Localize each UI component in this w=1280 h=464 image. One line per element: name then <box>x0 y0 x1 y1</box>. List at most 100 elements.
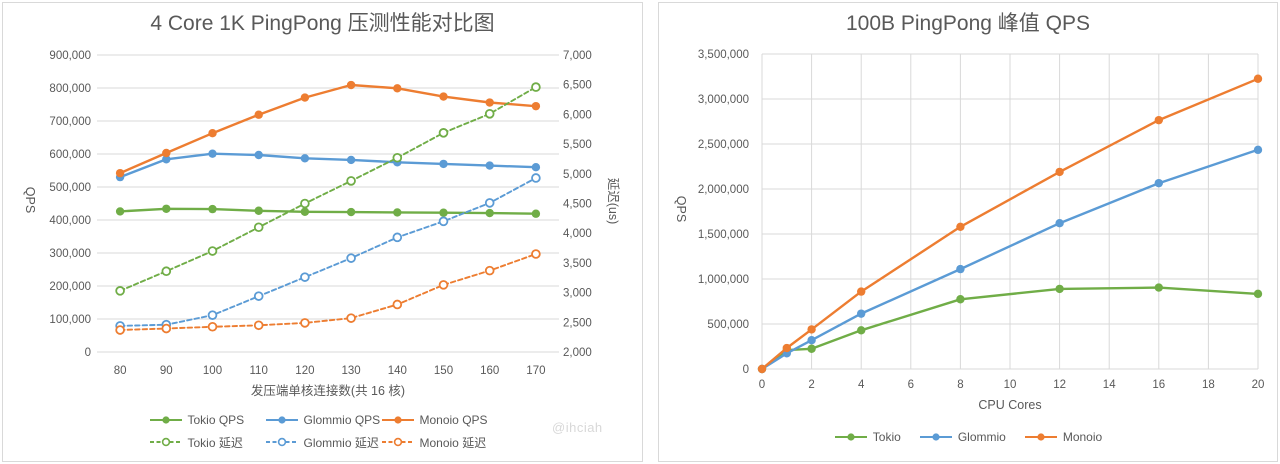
data-point-marker <box>392 152 403 163</box>
plot-area: 0 100,000 200,000 300,000 400,000 500,000 600,… <box>49 50 591 377</box>
series-line <box>119 86 537 292</box>
legend-label: Glommio QPS <box>303 413 381 427</box>
data-point-marker <box>115 325 125 335</box>
series-line <box>760 77 1260 371</box>
series-Tokio-QPS <box>115 204 541 218</box>
data-point-marker <box>1055 219 1064 228</box>
data-point-marker <box>956 264 965 274</box>
y-right-tick-label: 4,000 <box>563 228 592 240</box>
y-left-tick-label: 200,000 <box>49 281 91 293</box>
x-tick-label: 150 <box>434 365 453 377</box>
x-tick-label: 0 <box>759 379 765 391</box>
y-left-tick-label: 100,000 <box>49 314 91 326</box>
data-point-marker <box>531 249 541 259</box>
legend-label: Monoio <box>1062 430 1103 444</box>
legend-label: Glommio 延迟 <box>303 435 379 450</box>
data-point-marker <box>1253 74 1263 83</box>
data-point-marker <box>807 344 816 353</box>
data-point-marker <box>807 336 816 345</box>
legend-swatch <box>919 433 952 441</box>
legend-label: Tokio QPS <box>187 413 245 427</box>
data-point-marker <box>346 207 356 217</box>
data-point-marker <box>857 326 866 335</box>
data-point-marker <box>346 155 356 165</box>
data-point-marker <box>484 198 495 208</box>
legend-row: Tokio Glommio Monoio <box>659 427 1277 447</box>
series-Monoio-延迟 <box>115 249 541 335</box>
x-tick-label: 14 <box>1103 379 1116 391</box>
y-left-tick-label: 0 <box>85 347 91 359</box>
data-point-marker <box>207 310 218 320</box>
data-point-marker <box>346 253 356 263</box>
data-point-marker <box>1154 283 1163 292</box>
legend-swatch <box>1024 433 1057 441</box>
y-left-tick-label: 400,000 <box>49 215 91 227</box>
data-point-marker <box>1253 145 1263 155</box>
y-left-tick-label: 1,500,000 <box>698 229 749 241</box>
right-chart-svg: 0 2 4 6 8 10 12 14 16 18 20 0 500,000 1,000,000 1,500,… <box>674 49 1265 412</box>
series-line <box>760 148 1260 371</box>
y-left-tick-label: 600,000 <box>49 149 91 161</box>
x-tick-label: 170 <box>526 365 545 377</box>
y-right-tick-label: 5,500 <box>563 139 592 151</box>
legend-item: Glommio QPS <box>265 413 381 427</box>
data-point-marker <box>392 299 403 310</box>
legend-swatch <box>381 437 414 447</box>
series-Monoio <box>757 74 1263 374</box>
data-point-marker <box>115 207 125 216</box>
x-tick-label: 8 <box>957 379 963 391</box>
data-point-marker <box>300 198 310 209</box>
data-point-marker <box>531 82 541 92</box>
data-point-marker <box>207 246 218 256</box>
x-tick-label: 4 <box>858 379 865 391</box>
legend-item: Glommio <box>919 430 1006 444</box>
data-point-marker <box>531 101 541 111</box>
data-point-marker <box>162 204 171 213</box>
data-point-marker <box>438 128 449 138</box>
data-point-marker <box>300 318 310 328</box>
series-line <box>118 83 538 175</box>
y-left-tick-label: 900,000 <box>49 50 91 62</box>
y-left-tick-label: 3,000,000 <box>698 94 749 106</box>
legend-item: Tokio <box>834 430 901 444</box>
data-point-marker <box>438 280 449 290</box>
data-point-marker <box>300 93 310 102</box>
y-left-tick-label: 2,500,000 <box>698 139 749 151</box>
legend-swatch <box>381 416 414 424</box>
gridlines <box>97 54 559 353</box>
legend-swatch <box>265 416 298 424</box>
y-left-tick-label: 3,500,000 <box>698 49 749 61</box>
axis-tick-labels: 0 2 4 6 8 10 12 14 16 18 20 0 500,000 1,000,000 1,500,… <box>698 49 1265 391</box>
data-point-marker <box>300 154 310 163</box>
data-point-marker <box>757 364 767 374</box>
x-tick-label: 100 <box>203 365 222 377</box>
series-line <box>118 152 538 179</box>
series-line <box>119 177 537 327</box>
axis-tick-labels: 0 100,000 200,000 300,000 400,000 500,000 600,… <box>49 50 591 377</box>
legend-label: Glommio <box>957 430 1006 444</box>
y-right-axis-title: 延迟(us) <box>606 178 620 225</box>
data-point-marker <box>1055 167 1064 177</box>
y-right-tick-label: 2,500 <box>563 317 592 329</box>
data-point-marker <box>807 325 816 334</box>
data-point-marker <box>484 109 495 119</box>
y-right-tick-label: 3,000 <box>563 288 592 300</box>
data-point-marker <box>162 148 171 158</box>
x-tick-label: 16 <box>1152 379 1165 391</box>
x-tick-label: 130 <box>342 365 361 377</box>
data-point-marker <box>531 173 541 183</box>
data-point-marker <box>393 84 402 93</box>
data-point-marker <box>208 129 217 138</box>
x-tick-label: 12 <box>1053 379 1066 391</box>
data-point-marker <box>439 208 448 217</box>
y-left-tick-label: 2,000,000 <box>698 184 749 196</box>
x-tick-label: 2 <box>808 379 814 391</box>
y-left-tick-label: 500,000 <box>49 182 91 194</box>
data-point-marker <box>956 295 965 304</box>
data-point-marker <box>346 176 356 186</box>
data-point-marker <box>531 209 541 218</box>
data-point-marker <box>115 168 125 178</box>
x-tick-label: 20 <box>1252 379 1265 391</box>
x-tick-label: 80 <box>114 365 127 377</box>
